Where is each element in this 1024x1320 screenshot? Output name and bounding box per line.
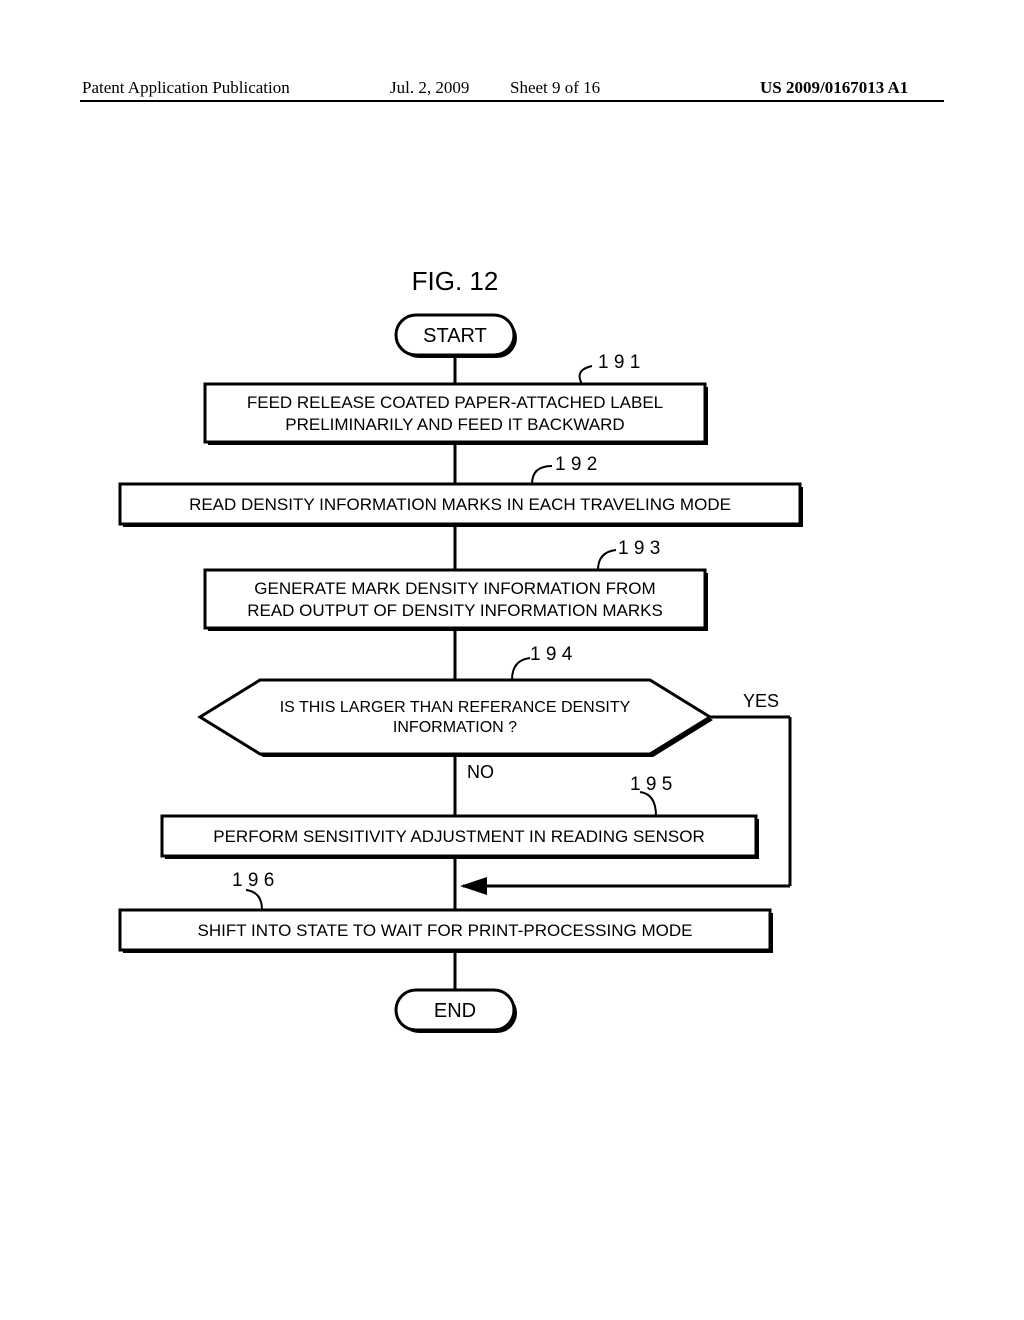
svg-text:READ DENSITY INFORMATION MARKS: READ DENSITY INFORMATION MARKS IN EACH T… xyxy=(189,495,731,514)
svg-text:IS THIS LARGER THAN REFERANCE: IS THIS LARGER THAN REFERANCE DENSITY xyxy=(280,699,631,716)
svg-text:1 9 1: 1 9 1 xyxy=(598,352,640,373)
header-rule xyxy=(80,100,944,102)
flowchart: FIG. 12 START 1 9 1 FEED RELEASE COATED PAP… xyxy=(0,250,1024,1050)
svg-text:PERFORM SENSITIVITY ADJUSTMENT: PERFORM SENSITIVITY ADJUSTMENT IN READIN… xyxy=(213,827,705,846)
svg-text:SHIFT INTO STATE TO WAIT FOR P: SHIFT INTO STATE TO WAIT FOR PRINT-PROCE… xyxy=(198,921,693,940)
svg-text:READ OUTPUT OF DENSITY INFORMA: READ OUTPUT OF DENSITY INFORMATION MARKS xyxy=(247,601,663,620)
svg-text:FIG. 12: FIG. 12 xyxy=(412,266,499,296)
page: Patent Application Publication Jul. 2, 2… xyxy=(0,0,1024,1320)
svg-text:END: END xyxy=(434,1000,476,1022)
svg-text:PRELIMINARILY AND FEED IT BACK: PRELIMINARILY AND FEED IT BACKWARD xyxy=(285,415,624,434)
header-sheet: Sheet 9 of 16 xyxy=(510,78,600,98)
svg-text:1 9 5: 1 9 5 xyxy=(630,774,672,795)
header-left: Patent Application Publication xyxy=(82,78,290,98)
svg-text:FEED RELEASE COATED PAPER-ATTA: FEED RELEASE COATED PAPER-ATTACHED LABEL xyxy=(247,393,663,412)
svg-text:GENERATE MARK DENSITY INFORMAT: GENERATE MARK DENSITY INFORMATION FROM xyxy=(254,579,655,598)
svg-text:NO: NO xyxy=(467,762,494,782)
svg-text:1 9 3: 1 9 3 xyxy=(618,538,660,559)
svg-text:1 9 6: 1 9 6 xyxy=(232,870,274,891)
header-right: US 2009/0167013 A1 xyxy=(760,78,908,98)
svg-text:1 9 4: 1 9 4 xyxy=(530,644,573,665)
svg-text:1 9 2: 1 9 2 xyxy=(555,454,597,475)
svg-text:START: START xyxy=(423,325,487,347)
svg-text:INFORMATION ?: INFORMATION ? xyxy=(393,719,517,736)
svg-text:YES: YES xyxy=(743,691,779,711)
header-date: Jul. 2, 2009 xyxy=(390,78,469,98)
